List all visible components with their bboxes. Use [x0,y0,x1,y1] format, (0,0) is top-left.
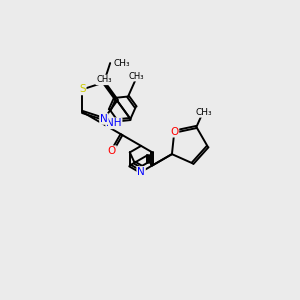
Text: O: O [170,127,178,137]
Text: NH: NH [106,118,122,128]
Text: O: O [108,146,116,156]
Text: CH₃: CH₃ [113,58,130,68]
Text: CH₃: CH₃ [128,72,144,81]
Text: CH₃: CH₃ [96,75,112,84]
Text: N: N [100,114,108,124]
Text: N: N [137,167,145,177]
Text: S: S [79,84,86,94]
Text: CH₃: CH₃ [196,108,212,117]
